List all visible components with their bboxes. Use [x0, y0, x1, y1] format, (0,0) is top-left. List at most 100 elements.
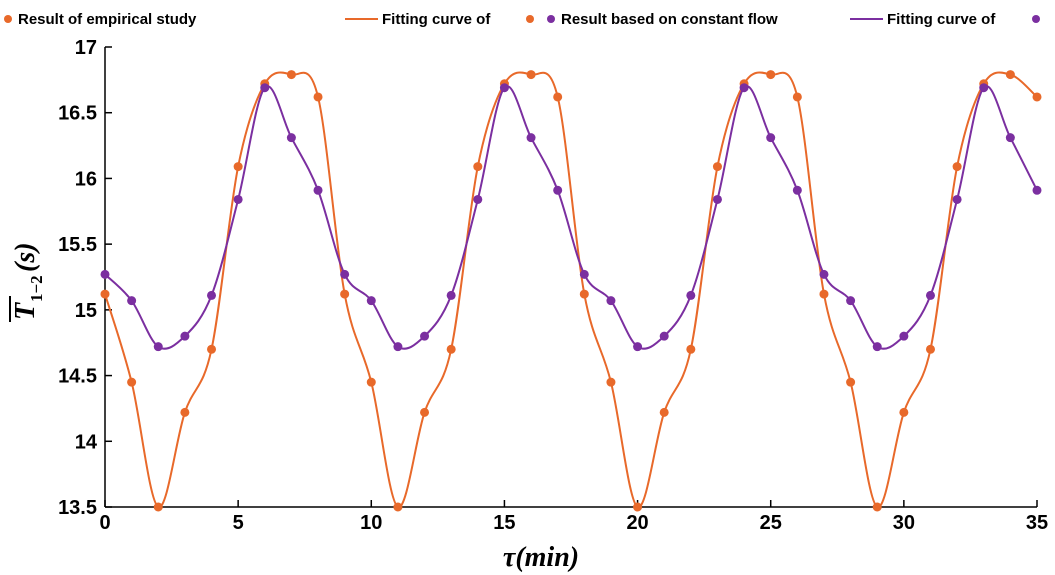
data-point-empirical — [686, 344, 696, 354]
x-tick-label: 15 — [493, 512, 515, 534]
fit-curve-constant — [104, 85, 1038, 350]
y-tick-label: 15 — [75, 300, 97, 322]
x-tick-label: 30 — [893, 512, 915, 534]
data-point-empirical — [766, 70, 776, 80]
data-point-constant — [979, 83, 989, 93]
data-point-constant — [127, 296, 137, 306]
data-point-empirical — [420, 407, 430, 417]
x-tick-label: 10 — [360, 512, 382, 534]
x-ticks: 0 5 10 15 20 25 30 35 — [99, 500, 1048, 534]
data-point-empirical — [819, 289, 829, 299]
data-point-constant — [766, 133, 776, 143]
y-ticks: 13.5 14 14.5 15 15.5 16 16.5 17 — [58, 37, 112, 519]
data-point-constant — [1005, 133, 1015, 143]
data-point-empirical — [153, 502, 163, 512]
data-point-constant — [393, 342, 403, 352]
fit-curve-empirical — [104, 71, 1038, 509]
data-point-empirical — [127, 377, 137, 387]
data-point-empirical — [872, 502, 882, 512]
legend-label-constant-fit: Fitting curve of — [887, 11, 996, 28]
data-point-empirical — [846, 377, 856, 387]
data-point-empirical — [553, 92, 563, 102]
legend-marker-constant-fit-dot — [1032, 15, 1040, 23]
data-point-constant — [233, 194, 243, 204]
data-point-constant — [659, 331, 669, 341]
data-point-constant — [180, 331, 190, 341]
data-point-constant — [526, 133, 536, 143]
data-point-constant — [739, 83, 749, 93]
legend-marker-constant — [547, 15, 555, 23]
y-axis-title-subscript: 1−2 — [27, 275, 46, 302]
data-point-empirical — [925, 344, 935, 354]
x-tick-label: 20 — [626, 512, 648, 534]
data-point-constant — [606, 296, 616, 306]
series-constant — [100, 83, 1042, 352]
x-tick-label: 35 — [1026, 512, 1048, 534]
data-point-constant — [925, 290, 935, 300]
x-axis-title: τ(min) — [503, 542, 579, 573]
data-point-empirical — [180, 407, 190, 417]
data-point-empirical — [952, 162, 962, 172]
y-axis-title-main: T — [10, 301, 41, 320]
data-point-constant — [100, 269, 110, 279]
y-axis-title-suffix: (s) — [10, 242, 41, 272]
data-point-constant — [952, 194, 962, 204]
y-tick-label: 16.5 — [58, 103, 97, 125]
data-point-constant — [1032, 185, 1042, 195]
axes: 0 5 10 15 20 25 30 35 13.5 14 14.5 15 15.5 16 16.5 17 — [58, 37, 1048, 534]
data-point-constant — [366, 296, 376, 306]
data-point-constant — [420, 331, 430, 341]
data-point-empirical — [899, 407, 909, 417]
legend-marker-empirical-fit-dot — [526, 15, 534, 23]
data-point-empirical — [233, 162, 243, 172]
legend: Result of empirical study Fitting curve … — [4, 11, 1040, 28]
series-empirical — [100, 70, 1042, 512]
data-point-constant — [633, 342, 643, 352]
data-point-constant — [313, 185, 323, 195]
data-point-constant — [579, 269, 589, 279]
data-point-empirical — [1005, 70, 1015, 80]
y-tick-label: 17 — [75, 37, 97, 59]
y-tick-label: 16 — [75, 168, 97, 190]
data-point-empirical — [526, 70, 536, 80]
data-point-constant — [819, 269, 829, 279]
legend-marker-empirical — [4, 15, 12, 23]
data-point-constant — [153, 342, 163, 352]
data-point-empirical — [606, 377, 616, 387]
data-point-empirical — [579, 289, 589, 299]
data-point-constant — [899, 331, 909, 341]
x-tick-label: 25 — [760, 512, 782, 534]
data-point-constant — [340, 269, 350, 279]
legend-label-empirical-fit: Fitting curve of — [382, 11, 491, 28]
x-tick-label: 0 — [99, 512, 110, 534]
data-point-constant — [473, 194, 483, 204]
data-point-constant — [446, 290, 456, 300]
data-point-empirical — [1032, 92, 1042, 102]
data-point-constant — [792, 185, 802, 195]
y-tick-label: 15.5 — [58, 234, 97, 256]
data-point-constant — [846, 296, 856, 306]
data-point-empirical — [393, 502, 403, 512]
data-point-empirical — [446, 344, 456, 354]
data-point-empirical — [340, 289, 350, 299]
data-point-empirical — [207, 344, 217, 354]
y-tick-label: 14 — [75, 431, 98, 453]
data-point-empirical — [473, 162, 483, 172]
legend-label-empirical: Result of empirical study — [18, 11, 197, 28]
data-point-constant — [553, 185, 563, 195]
data-point-empirical — [792, 92, 802, 102]
data-point-constant — [260, 83, 270, 93]
data-point-constant — [712, 194, 722, 204]
data-point-constant — [207, 290, 217, 300]
data-point-constant — [686, 290, 696, 300]
data-point-empirical — [712, 162, 722, 172]
data-point-empirical — [100, 289, 110, 299]
data-point-constant — [499, 83, 509, 93]
data-point-constant — [872, 342, 882, 352]
data-point-empirical — [366, 377, 376, 387]
y-tick-label: 14.5 — [58, 366, 97, 388]
data-point-empirical — [633, 502, 643, 512]
y-tick-label: 13.5 — [58, 497, 97, 519]
legend-label-constant: Result based on constant flow — [561, 11, 778, 28]
